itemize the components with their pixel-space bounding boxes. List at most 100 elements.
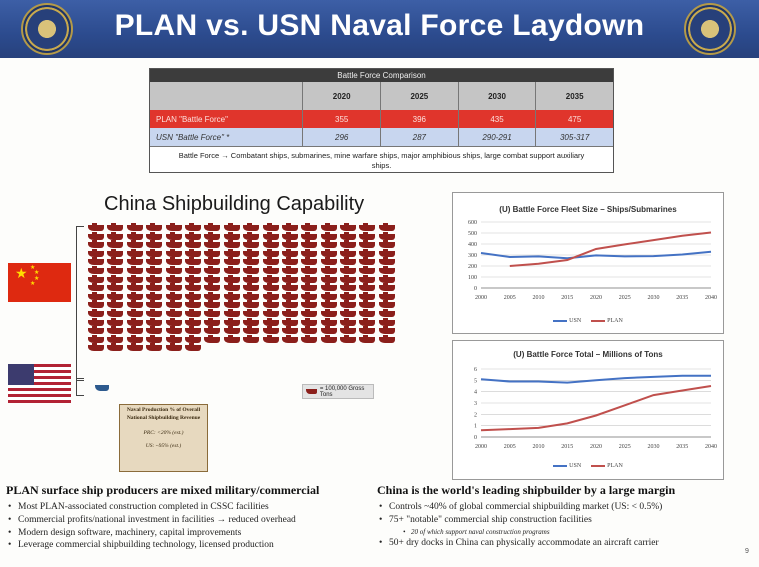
x-tick-label: 2035 <box>676 295 688 301</box>
ship-icon <box>107 308 124 317</box>
x-tick-label: 2015 <box>561 295 573 301</box>
ship-icon <box>107 326 124 335</box>
ship-icon <box>126 274 143 283</box>
ship-icon <box>340 291 357 300</box>
ship-icon <box>165 257 182 266</box>
list-item: 50+ dry docks in China can physically ac… <box>377 537 742 550</box>
series-line-plan <box>509 231 712 267</box>
ship-icon <box>281 240 298 249</box>
list-item: Commercial profits/national investment i… <box>6 514 366 527</box>
ship-icon <box>146 231 163 240</box>
total-tons-plot: 6 5 4 3 2 1 0 2000 2005 2010 2015 2020 2025 2030 2035 2… <box>474 367 717 450</box>
ship-icon <box>165 300 182 309</box>
ship-icon <box>223 334 240 343</box>
ship-icon <box>88 334 104 343</box>
x-tick-label: 2010 <box>533 295 545 301</box>
ship-legend: = 100,000 Gross Tons <box>302 384 374 399</box>
y-tick-label: 6 <box>474 367 477 373</box>
ship-icon <box>165 308 182 317</box>
ship-icon <box>223 265 240 274</box>
ship-icon <box>243 283 260 292</box>
y-tick-label: 4 <box>474 390 477 396</box>
legend-label: PLAN <box>607 463 623 469</box>
ship-icon <box>243 265 260 274</box>
ship-icon <box>146 308 163 317</box>
right-bullet-list: Controls ~40% of global commercial shipb… <box>377 501 742 549</box>
ship-icon <box>378 334 395 343</box>
x-tick-label: 2035 <box>676 444 688 450</box>
ship-icon <box>107 300 124 309</box>
ship-icon <box>243 291 260 300</box>
table-cell: 296 <box>302 128 380 146</box>
ship-icon <box>146 317 163 326</box>
ship-icon <box>320 300 337 309</box>
ship-icon <box>359 326 376 335</box>
ship-icon <box>320 231 337 240</box>
legend-label: USN <box>569 318 582 324</box>
y-tick-label: 2 <box>474 412 477 418</box>
table-cell: 475 <box>535 110 613 128</box>
ship-icon <box>126 291 143 300</box>
ship-icon <box>359 257 376 266</box>
ship-icon <box>165 231 182 240</box>
ship-icon <box>107 317 124 326</box>
ship-icon <box>107 257 124 266</box>
ship-icon <box>340 300 357 309</box>
x-tick-label: 2025 <box>619 444 631 450</box>
ship-icon <box>107 265 124 274</box>
ship-icon <box>378 231 395 240</box>
ship-icon <box>359 300 376 309</box>
ship-icon <box>301 240 318 249</box>
ship-icon <box>378 300 395 309</box>
ship-icon <box>359 274 376 283</box>
ship-icon <box>165 291 182 300</box>
ship-icon <box>301 274 318 283</box>
ship-icon <box>223 257 240 266</box>
production-box-title: Naval Production % of Overall National S… <box>126 407 201 421</box>
ship-icon <box>223 274 240 283</box>
x-tick-label: 2000 <box>475 444 487 450</box>
ship-icon <box>281 300 298 309</box>
navy-seal-icon <box>21 3 73 55</box>
ship-icon <box>262 291 279 300</box>
ship-icon <box>320 334 337 343</box>
ship-icon <box>146 291 163 300</box>
ship-icon <box>320 248 337 257</box>
ship-icon <box>165 274 182 283</box>
x-tick-label: 2040 <box>705 295 717 301</box>
ship-icon <box>165 240 182 249</box>
legend-item-usn: USN <box>553 318 581 324</box>
ship-icon <box>378 308 395 317</box>
ship-icon <box>306 389 317 394</box>
ship-icon <box>184 300 201 309</box>
ship-icon <box>359 291 376 300</box>
ship-icon <box>262 308 279 317</box>
right-heading: China is the world's leading shipbuilder… <box>377 483 676 497</box>
ship-icon <box>165 248 182 257</box>
ship-icon <box>320 265 337 274</box>
ship-icon <box>262 231 279 240</box>
ship-icon <box>378 274 395 283</box>
ship-icon <box>301 231 318 240</box>
x-tick-label: 2005 <box>504 295 516 301</box>
battle-force-table: Battle Force Comparison 2020 2025 2030 2… <box>149 68 614 173</box>
ship-icon <box>184 334 201 343</box>
ship-icon <box>126 283 143 292</box>
ship-icon <box>340 231 357 240</box>
china-bracket <box>76 226 84 381</box>
ship-icon <box>88 308 104 317</box>
chart-legend: USN PLAN <box>453 318 723 324</box>
ship-icon <box>223 240 240 249</box>
ship-icon <box>184 326 201 335</box>
ship-icon <box>146 223 163 231</box>
ship-icon <box>146 300 163 309</box>
ship-icon <box>88 231 104 240</box>
ship-icon <box>165 317 182 326</box>
ship-icon <box>243 308 260 317</box>
ship-icon <box>281 248 298 257</box>
ship-icon <box>88 291 104 300</box>
ship-icon <box>184 274 201 283</box>
ship-icon <box>146 343 163 352</box>
ship-icon <box>301 317 318 326</box>
ship-icon <box>243 317 260 326</box>
